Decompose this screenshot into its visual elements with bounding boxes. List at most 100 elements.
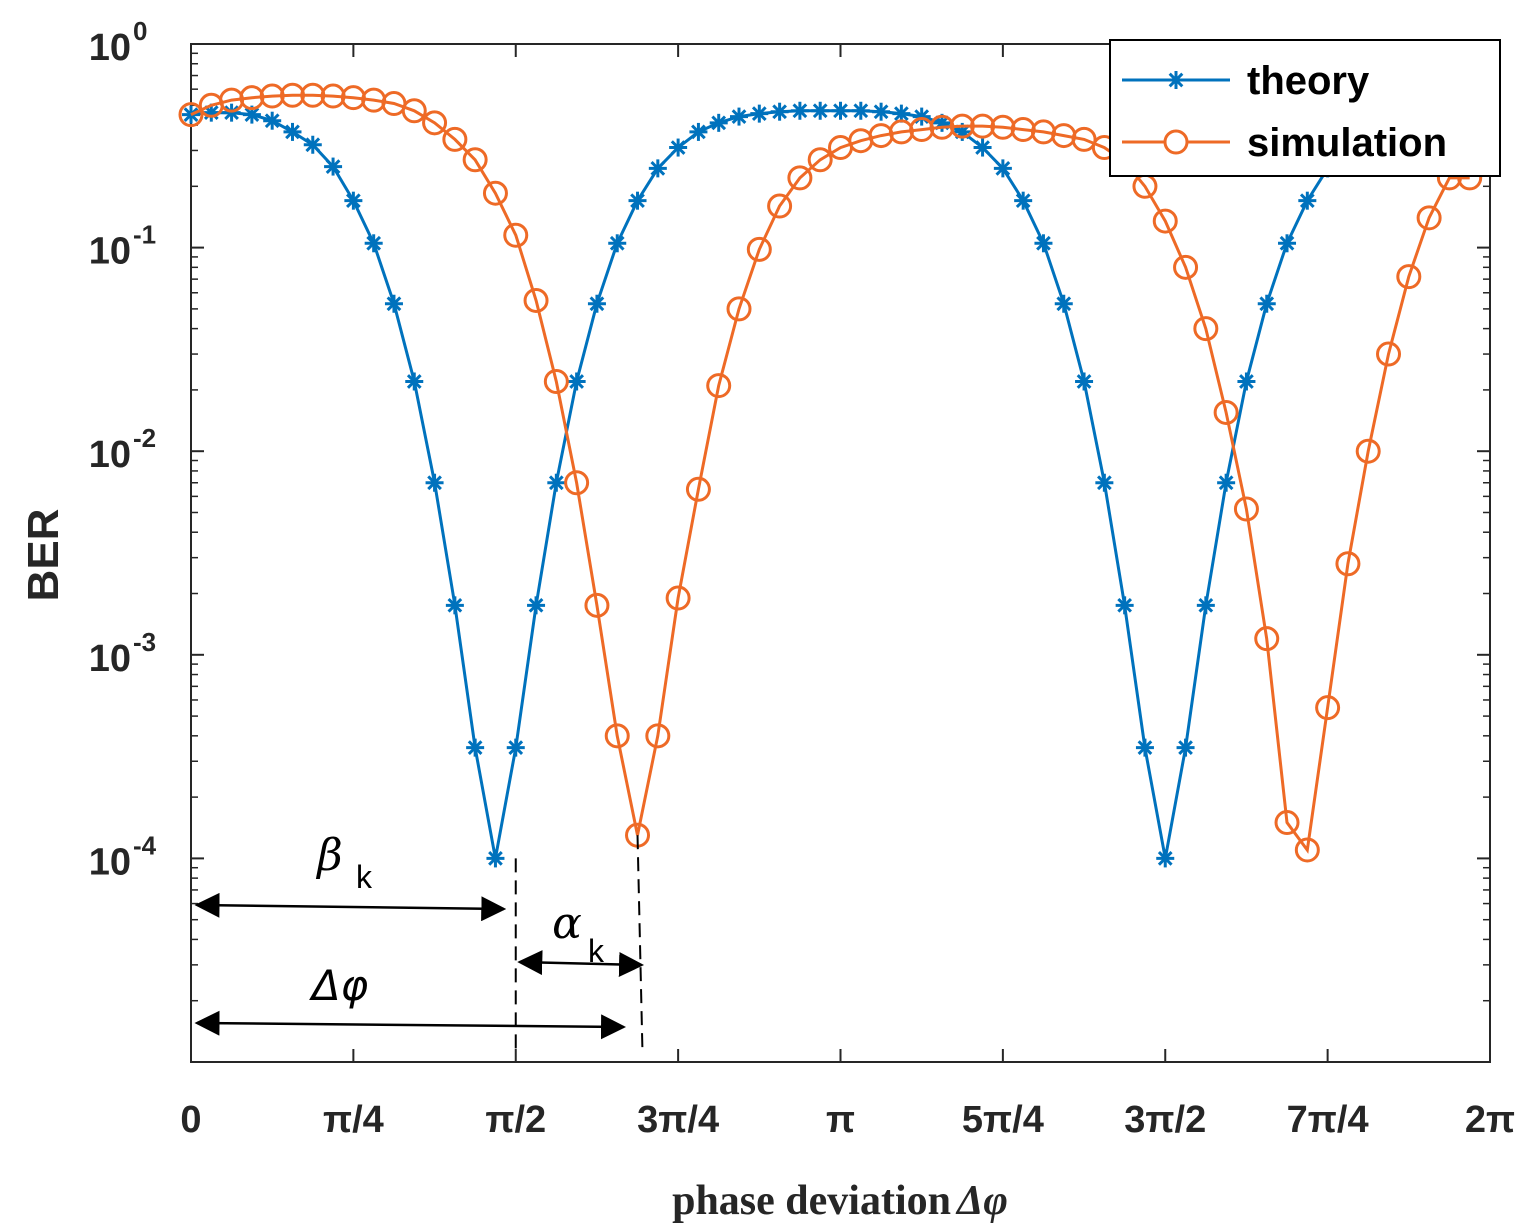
y-tick-label: 10 (89, 27, 131, 69)
asterisk-stroke (609, 235, 625, 251)
asterisk-stroke (772, 104, 787, 120)
asterisk-stroke (1137, 740, 1153, 755)
data-point-simulation (482, 180, 508, 206)
y-tick-label: 10 (89, 231, 131, 273)
data-point-theory (222, 103, 241, 122)
data-point-simulation (462, 147, 488, 173)
asterisk-stroke (1178, 740, 1193, 755)
y-tick-exponent: -1 (133, 220, 156, 250)
asterisk-stroke (305, 137, 321, 153)
asterisk-stroke (751, 106, 767, 121)
x-tick-label: π (826, 1099, 855, 1141)
data-point-simulation (1355, 438, 1381, 464)
asterisk-stroke (366, 235, 382, 251)
data-point-theory (608, 234, 627, 253)
delta-arrow (194, 1010, 627, 1040)
asterisk-stroke (1097, 475, 1112, 491)
data-point-simulation (1396, 264, 1422, 290)
asterisk-stroke (1279, 235, 1295, 251)
data-point-simulation (1193, 316, 1219, 342)
asterisk-stroke (569, 374, 584, 389)
data-point-theory (344, 191, 363, 210)
asterisk-stroke (1036, 235, 1051, 251)
data-point-theory (405, 372, 424, 391)
data-point-simulation (726, 296, 752, 322)
asterisk-stroke (1157, 851, 1173, 866)
asterisk-stroke (427, 475, 442, 491)
x-tick-label: 2π (1465, 1099, 1515, 1141)
data-point-simulation (1416, 205, 1442, 231)
data-point-theory (1278, 234, 1297, 253)
asterisk-stroke (386, 296, 402, 312)
data-point-simulation (645, 723, 671, 749)
data-point-theory (1075, 372, 1094, 391)
asterisk-stroke (650, 161, 666, 176)
data-point-simulation (1315, 695, 1341, 721)
x-tick-label: π/4 (323, 1099, 384, 1141)
legend-asterisk-theory (1167, 71, 1185, 89)
data-point-theory (973, 138, 992, 157)
data-point-theory (1176, 738, 1195, 757)
data-point-theory (1217, 473, 1236, 492)
asterisk-stroke (873, 104, 889, 120)
data-point-simulation (604, 723, 630, 749)
series-layer (178, 82, 1483, 868)
y-tick-label: 10 (89, 434, 131, 476)
asterisk-stroke (1198, 597, 1214, 613)
data-point-theory (790, 101, 809, 120)
data-point-simulation (279, 82, 305, 108)
data-point-theory (851, 101, 870, 120)
data-point-simulation (543, 368, 569, 394)
data-point-theory (1135, 738, 1154, 757)
data-point-theory (364, 234, 383, 253)
legend-label-simulation: simulation (1247, 121, 1447, 165)
y-tick-exponent: -3 (133, 627, 156, 657)
asterisk-stroke (1239, 374, 1254, 389)
asterisk-stroke (1076, 374, 1092, 389)
x-tick-label: 3π/4 (637, 1099, 719, 1141)
x-tick-label: 0 (180, 1099, 201, 1141)
asterisk-stroke (1218, 475, 1234, 491)
y-tick-exponent: 0 (133, 16, 147, 46)
data-point-theory (324, 157, 343, 176)
data-point-simulation (320, 83, 346, 109)
data-point-simulation (1233, 496, 1259, 522)
data-point-simulation (1173, 254, 1199, 280)
y-tick-label: 10 (89, 638, 131, 680)
asterisk-stroke (346, 193, 361, 209)
beta-label: β (315, 830, 342, 881)
data-point-theory (709, 113, 728, 132)
asterisk-stroke (1168, 72, 1184, 88)
asterisk-stroke (325, 159, 341, 174)
asterisk-stroke (406, 374, 422, 389)
data-point-theory (242, 105, 261, 124)
asterisk-stroke (975, 140, 990, 155)
data-point-theory (1156, 849, 1175, 868)
x-tick-label: 5π/4 (962, 1099, 1044, 1141)
data-point-simulation (564, 470, 590, 496)
data-point-simulation (746, 236, 772, 262)
y-tick-exponent: -2 (133, 423, 156, 453)
data-point-simulation (949, 113, 975, 139)
guide-dashed-line (636, 835, 644, 1055)
alpha-label: α (552, 898, 582, 949)
data-point-theory (811, 101, 830, 120)
data-point-simulation (970, 113, 996, 139)
data-point-simulation (1376, 341, 1402, 367)
data-point-theory (263, 111, 282, 130)
data-point-theory (1095, 473, 1114, 492)
data-point-simulation (1335, 551, 1361, 577)
data-point-theory (567, 372, 586, 391)
data-point-simulation (1254, 626, 1280, 652)
asterisk-stroke (264, 113, 280, 129)
data-point-simulation (239, 85, 265, 111)
asterisk-stroke (244, 107, 260, 122)
data-point-theory (993, 159, 1012, 178)
alpha-subscript: k (588, 933, 605, 969)
data-point-theory (648, 159, 667, 178)
asterisk-stroke (1299, 193, 1315, 209)
legend-marker-simulation (1163, 129, 1189, 155)
data-point-theory (730, 107, 749, 126)
data-point-theory (770, 102, 789, 121)
